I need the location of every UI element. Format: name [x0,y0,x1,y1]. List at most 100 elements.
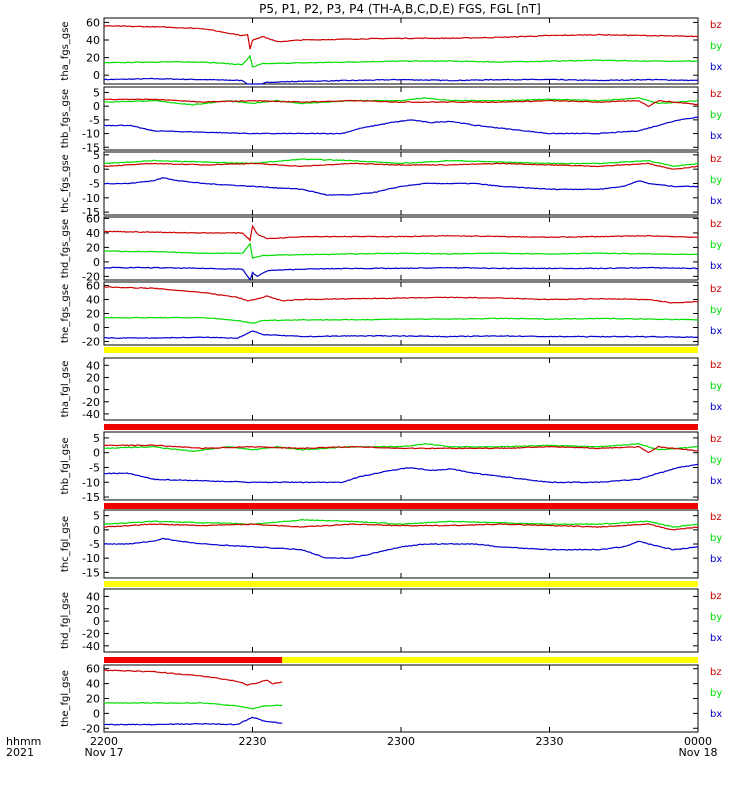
y-tick-label: -20 [82,270,100,283]
x-tick-label: 2200 [90,735,118,748]
y-tick-label: 0 [93,100,100,113]
y-axis-label: tha_fgl_gse [60,361,71,418]
legend-bz: bz [710,219,722,230]
legend-bz: bz [710,20,722,31]
y-tick-label: 40 [86,678,100,691]
legend-by: by [710,455,722,466]
y-tick-label: -10 [82,476,100,489]
y-tick-label: -20 [82,722,100,735]
series-bx [104,330,699,339]
panel-the_fgl_gse: 60 40 200 -20 the_fgl_gse bz by bx [60,663,722,736]
panel-thb_fgs_gse: 50-5-10-15 thb_fgs_gse bz by bx [60,86,722,154]
y-tick-label: 0 [93,69,100,82]
legend-bz: bz [710,360,722,371]
y-tick-label: -20 [82,336,100,349]
legend-bz: bz [710,591,722,602]
legend-bx: bx [710,131,722,142]
series-by [103,158,698,167]
y-axis-label: thd_fgl_gse [60,592,71,649]
y-tick-label: 20 [86,308,100,321]
y-tick-label: 5 [93,432,100,445]
y-axis-label: thb_fgl_gse [60,438,71,495]
legend-by: by [710,110,722,121]
x-axis-corner-sublabel: 2021 [6,746,34,759]
x-tick-label: 2300 [387,735,415,748]
series-bz [103,669,283,686]
series-bz [103,162,699,170]
y-tick-label: 5 [93,510,100,523]
y-axis-label: tha_fgs_gse [60,21,71,80]
y-tick-label: 40 [86,359,100,372]
y-axis-label: thb_fgs_gse [60,89,71,148]
panel-frame [103,357,699,421]
series-by [103,54,699,68]
y-tick-label: 60 [86,16,100,29]
y-tick-label: -15 [82,491,100,504]
y-tick-label: 20 [86,693,100,706]
y-tick-label: 20 [86,241,100,254]
x-tick-label: 0000 [684,735,712,748]
legend-bz: bz [710,284,722,295]
y-tick-label: 0 [93,256,100,269]
legend-by: by [710,381,722,392]
x-tick-sublabel: Nov 18 [679,746,718,759]
legend-bz: bz [710,89,722,100]
status-bar-segment [104,581,698,587]
series-bx [103,537,699,560]
y-tick-label: 60 [86,280,100,293]
legend-by: by [710,612,722,623]
series-bz [103,98,699,108]
y-axis-label: the_fgs_gse [60,284,71,343]
y-tick-label: 5 [93,149,100,162]
y-axis-label: the_fgl_gse [60,670,71,727]
series-by [104,242,699,260]
legend-bx: bx [710,402,722,413]
panel-tha_fgs_gse: 60 40 20 0 tha_fgs_gse bz by bx [60,16,722,85]
status-bar-segment [104,424,698,430]
legend-by: by [710,41,722,52]
y-tick-label: 0 [93,615,100,628]
series-bx [103,116,699,135]
y-tick-label: 0 [93,447,100,460]
legend-bx: bx [710,476,722,487]
y-tick-label: -40 [82,408,100,421]
y-tick-label: 60 [86,212,100,225]
status-bar-segment [282,657,698,663]
series-bz [103,444,699,454]
legend-bx: bx [710,709,722,720]
y-tick-label: -5 [89,461,100,474]
legend-bz: bz [710,667,722,678]
y-tick-label: 40 [86,590,100,603]
y-tick-label: 40 [86,294,100,307]
legend-by: by [710,305,722,316]
legend-by: by [710,688,722,699]
series-bz [103,286,699,304]
legend-by: by [710,175,722,186]
y-tick-label: 0 [93,524,100,537]
y-axis-label: thd_fgs_gse [60,219,71,278]
x-tick-sublabel: Nov 17 [85,746,124,759]
y-tick-label: -10 [82,552,100,565]
series-by [103,96,698,106]
y-tick-label: -15 [82,566,100,579]
y-tick-label: -15 [82,141,100,154]
series-by [103,442,699,453]
series-bx [103,716,283,726]
y-tick-label: -5 [89,114,100,127]
series-bz [103,224,698,242]
legend-bx: bx [710,326,722,337]
y-tick-label: -5 [89,178,100,191]
panel-frame [103,86,699,151]
y-tick-label: 0 [93,384,100,397]
series-by [103,518,699,528]
y-tick-label: -15 [82,206,100,219]
y-tick-label: 40 [86,34,100,47]
legend-by: by [710,533,722,544]
panel-thb_fgl_gse: 5 0-5 -10 -15 thb_fgl_gse bz by bx [60,431,722,504]
panel-frame [103,588,699,653]
